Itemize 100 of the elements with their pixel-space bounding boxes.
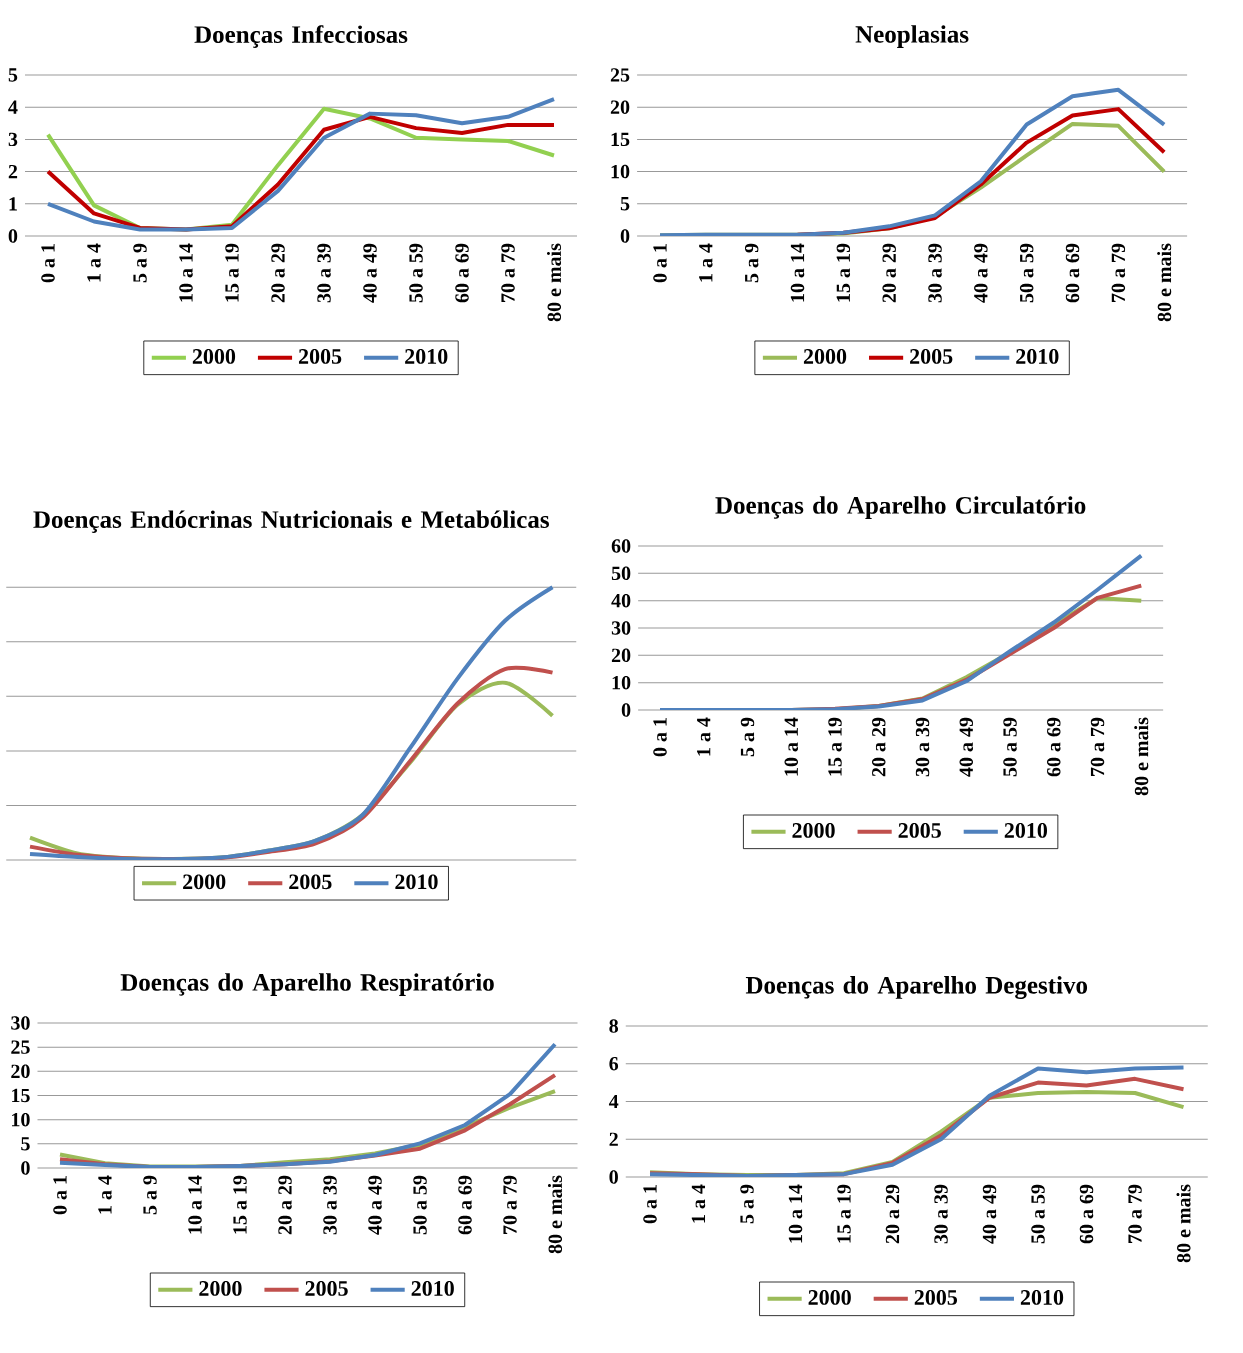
x-tick-label: 70 a 79 bbox=[1090, 717, 1105, 776]
x-tick-label: 1 a 4 bbox=[697, 717, 711, 756]
x-tick-label: 80 e mais bbox=[546, 243, 562, 322]
y-tick-label: 20 bbox=[610, 100, 630, 114]
x-tick-label: 0 a 1 bbox=[41, 244, 55, 283]
x-tick-label: 80 e mais bbox=[547, 1175, 563, 1254]
legend-label: 2000 bbox=[808, 1290, 851, 1305]
x-tick-label: 5 a 9 bbox=[740, 1184, 754, 1224]
chart-title: Neoplasias bbox=[855, 25, 969, 48]
legend-label: 2005 bbox=[289, 874, 332, 890]
y-tick-label: 3 bbox=[8, 132, 18, 147]
legend-label: 2000 bbox=[792, 823, 835, 838]
x-tick-label: 20 a 29 bbox=[885, 1184, 900, 1244]
x-tick-label: 10 a 14 bbox=[790, 243, 805, 302]
x-tick-label: 70 a 79 bbox=[1128, 1184, 1142, 1243]
y-tick-label: 40 bbox=[611, 593, 631, 608]
chart-title: Doenças Endócrinas Nutricionais e Metabólicas bbox=[33, 510, 549, 533]
y-tick-label: 10 bbox=[611, 164, 630, 179]
x-tick-label: 0 a 1 bbox=[53, 1176, 67, 1215]
x-tick-label: 30 a 39 bbox=[317, 243, 331, 303]
x-tick-label: 1 a 4 bbox=[87, 243, 101, 282]
x-tick-label: 5 a 9 bbox=[143, 1175, 157, 1215]
x-tick-label: 15 a 19 bbox=[828, 717, 842, 776]
x-tick-label: 50 a 59 bbox=[413, 1175, 427, 1235]
x-tick-label: 40 a 49 bbox=[959, 717, 973, 777]
x-tick-label: 60 a 69 bbox=[1065, 243, 1080, 303]
x-tick-label: 20 a 29 bbox=[278, 1175, 292, 1235]
y-tick-label: 50 bbox=[611, 566, 631, 581]
x-tick-label: 50 a 59 bbox=[409, 243, 423, 303]
y-tick-label: 25 bbox=[610, 68, 630, 82]
y-tick-label: 2 bbox=[8, 164, 18, 179]
y-tick-label: 4 bbox=[608, 1094, 619, 1109]
x-tick-label: 60 a 69 bbox=[455, 243, 469, 303]
legend-label: 2010 bbox=[395, 874, 438, 890]
legend-label: 2010 bbox=[1004, 823, 1048, 838]
y-tick-label: 5 bbox=[620, 197, 630, 211]
chart-title: Doenças do Aparelho Degestivo bbox=[745, 976, 1088, 999]
x-tick-label: 70 a 79 bbox=[501, 243, 515, 302]
y-tick-label: 0 bbox=[609, 1170, 618, 1184]
legend-label: 2005 bbox=[914, 1290, 958, 1305]
x-tick-label: 50 a 59 bbox=[1003, 717, 1017, 777]
y-tick-label: 60 bbox=[611, 539, 631, 553]
legend-label: 2010 bbox=[1020, 1290, 1064, 1305]
y-tick-label: 6 bbox=[609, 1057, 619, 1071]
y-tick-label: 20 bbox=[11, 1064, 30, 1079]
legend-label: 2010 bbox=[1016, 349, 1059, 364]
x-tick-label: 20 a 29 bbox=[882, 243, 896, 303]
y-tick-label: 0 bbox=[21, 1161, 30, 1175]
x-tick-label: 60 a 69 bbox=[1079, 1184, 1094, 1244]
x-tick-label: 10 a 14 bbox=[188, 1175, 202, 1234]
x-tick-label: 70 a 79 bbox=[503, 1175, 517, 1234]
legend-label: 2005 bbox=[298, 349, 342, 364]
y-tick-label: 2 bbox=[609, 1132, 618, 1146]
line-series bbox=[58, 1042, 557, 1168]
x-tick-label: 1 a 4 bbox=[691, 1184, 706, 1223]
legend-label: 2010 bbox=[405, 349, 448, 364]
y-tick-label: 0 bbox=[8, 229, 18, 243]
x-tick-label: 20 a 29 bbox=[271, 243, 285, 303]
x-tick-label: 30 a 39 bbox=[915, 717, 930, 777]
x-tick-label: 5 a 9 bbox=[133, 243, 147, 283]
chart-title: Doenças do Aparelho Respiratório bbox=[120, 973, 494, 996]
x-tick-label: 70 a 79 bbox=[1111, 243, 1126, 302]
x-tick-label: 0 a 1 bbox=[653, 718, 667, 757]
x-tick-label: 40 a 49 bbox=[363, 243, 377, 303]
y-tick-label: 0 bbox=[620, 229, 630, 243]
x-tick-label: 80 e mais bbox=[1134, 717, 1149, 796]
x-tick-label: 0 a 1 bbox=[643, 1185, 657, 1224]
legend-label: 2005 bbox=[898, 823, 941, 838]
y-tick-label: 15 bbox=[12, 1088, 30, 1103]
x-tick-label: 40 a 49 bbox=[368, 1175, 382, 1235]
x-tick-label: 80 e mais bbox=[1176, 1184, 1191, 1263]
y-tick-label: 20 bbox=[611, 648, 631, 663]
y-tick-label: 10 bbox=[612, 675, 631, 690]
x-tick-label: 5 a 9 bbox=[740, 717, 755, 757]
chart-title: Doenças do Aparelho Circulatório bbox=[715, 496, 1086, 519]
y-tick-label: 1 bbox=[9, 197, 17, 211]
x-tick-label: 50 a 59 bbox=[1031, 1184, 1045, 1244]
x-tick-label: 10 a 14 bbox=[179, 243, 193, 302]
x-tick-label: 60 a 69 bbox=[1047, 717, 1061, 777]
x-tick-label: 30 a 39 bbox=[934, 1184, 948, 1244]
y-tick-label: 25 bbox=[11, 1040, 30, 1054]
legend-label: 2005 bbox=[305, 1281, 348, 1296]
y-tick-label: 15 bbox=[611, 132, 630, 147]
x-tick-label: 15 a 19 bbox=[225, 243, 239, 302]
x-tick-label: 15 a 19 bbox=[837, 1184, 851, 1243]
x-tick-label: 10 a 14 bbox=[788, 1184, 803, 1243]
y-tick-label: 30 bbox=[611, 621, 631, 635]
y-tick-label: 8 bbox=[609, 1019, 619, 1033]
x-tick-label: 15 a 19 bbox=[836, 243, 851, 302]
legend-label: 2005 bbox=[910, 349, 953, 364]
y-tick-label: 30 bbox=[11, 1016, 30, 1030]
y-tick-label: 10 bbox=[12, 1112, 30, 1127]
legend-label: 2010 bbox=[411, 1281, 454, 1296]
x-tick-label: 5 a 9 bbox=[744, 243, 759, 283]
x-tick-label: 30 a 39 bbox=[928, 243, 942, 303]
legend-label: 2000 bbox=[183, 874, 226, 890]
y-tick-label: 4 bbox=[8, 100, 18, 114]
legend-label: 2000 bbox=[199, 1281, 242, 1296]
x-tick-label: 20 a 29 bbox=[872, 717, 886, 777]
y-tick-label: 5 bbox=[8, 68, 18, 82]
